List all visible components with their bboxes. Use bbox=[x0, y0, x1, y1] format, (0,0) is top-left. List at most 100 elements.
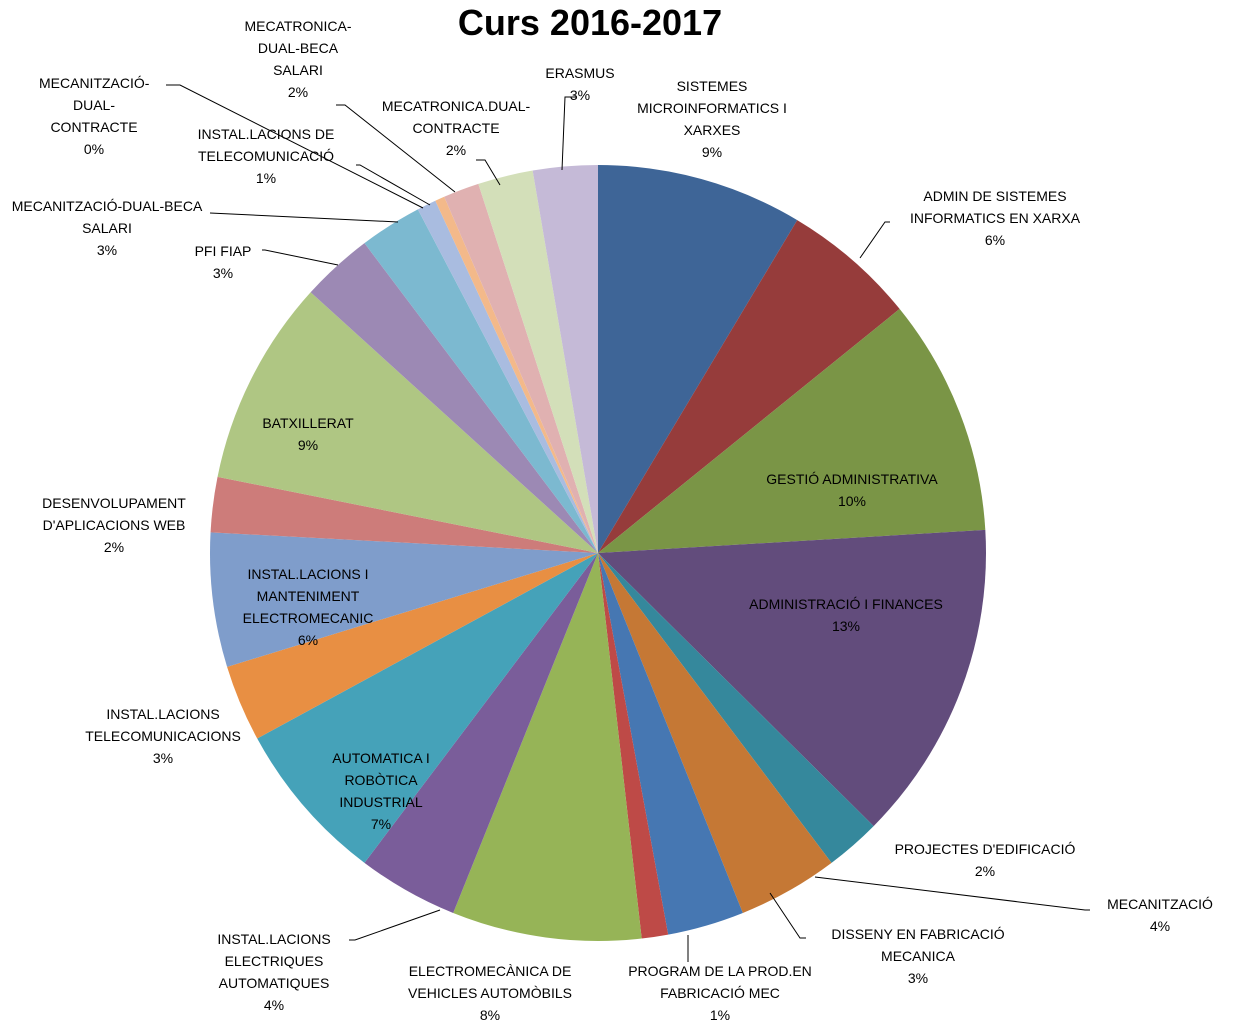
category-label: INSTAL.LACIONS TELECOMUNICACIONS bbox=[85, 706, 241, 744]
value-label: 7% bbox=[370, 816, 392, 832]
slice-label: MECANITZACIÓ 4% bbox=[1085, 893, 1233, 937]
pie-slice bbox=[444, 183, 598, 553]
leader-line bbox=[356, 164, 431, 206]
value-label: 13% bbox=[831, 618, 861, 634]
leader-line bbox=[349, 909, 441, 941]
pie-slice bbox=[598, 553, 832, 913]
pie-slice bbox=[257, 553, 598, 863]
pie-slice bbox=[310, 243, 598, 554]
value-label: 2% bbox=[287, 84, 309, 100]
category-label: PFI FIAP bbox=[194, 243, 252, 259]
value-label: 10% bbox=[837, 493, 867, 509]
pie-slice bbox=[598, 220, 900, 553]
slice-label: BATXILLERAT 9% bbox=[228, 412, 388, 456]
leader-line bbox=[336, 104, 456, 193]
category-label: MECANITZACIÓ-DUAL-CONTRACTE bbox=[39, 75, 150, 135]
leader-line bbox=[769, 892, 806, 939]
category-label: ADMIN DE SISTEMES INFORMATICS EN XARXA bbox=[909, 188, 1081, 226]
leader-line bbox=[262, 249, 339, 266]
slice-label: DISSENY EN FABRICACIÓ MECANICA 3% bbox=[798, 923, 1038, 989]
slice-label: MECATRONICA-DUAL-BECA SALARI 2% bbox=[233, 15, 363, 103]
category-label: INSTAL.LACIONS I MANTENIMENT ELECTROMECA… bbox=[242, 566, 374, 626]
pie-slice bbox=[210, 532, 599, 667]
slice-label: INSTAL.LACIONS I MANTENIMENT ELECTROMECA… bbox=[223, 563, 393, 651]
slice-label: PFI FIAP 3% bbox=[173, 240, 273, 284]
leader-line bbox=[561, 96, 576, 171]
leader-line bbox=[209, 212, 399, 223]
category-label: MECANITZACIÓ-DUAL-BECA SALARI bbox=[11, 198, 203, 236]
category-label: MECATRONICA-DUAL-BECA SALARI bbox=[244, 18, 352, 78]
value-label: 6% bbox=[984, 232, 1006, 248]
value-label: 8% bbox=[479, 1007, 501, 1023]
slice-label: GESTIÓ ADMINISTRATIVA 10% bbox=[722, 468, 982, 512]
value-label: 4% bbox=[1149, 918, 1171, 934]
value-label: 2% bbox=[974, 863, 996, 879]
category-label: BATXILLERAT bbox=[262, 415, 354, 431]
value-label: 2% bbox=[445, 142, 467, 158]
slice-label: INSTAL.LACIONS ELECTRIQUES AUTOMATIQUES 4… bbox=[194, 928, 354, 1016]
value-label: 1% bbox=[255, 170, 277, 186]
pie-slice bbox=[435, 196, 598, 553]
pie-slice bbox=[210, 476, 598, 553]
slice-label: SISTEMES MICROINFORMATICS I XARXES 9% bbox=[612, 75, 812, 163]
pie-slice bbox=[598, 308, 986, 553]
category-label: DISSENY EN FABRICACIÓ MECANICA bbox=[831, 926, 1005, 964]
slice-label: MECATRONICA.DUAL-CONTRACTE 2% bbox=[356, 95, 556, 161]
category-label: AUTOMATICA I ROBÒTICA INDUSTRIAL bbox=[332, 750, 430, 810]
leader-line bbox=[166, 84, 424, 209]
pie-slice bbox=[598, 165, 798, 553]
category-label: SISTEMES MICROINFORMATICS I XARXES bbox=[637, 78, 787, 138]
value-label: 3% bbox=[907, 970, 929, 986]
category-label: INSTAL.LACIONS ELECTRIQUES AUTOMATIQUES bbox=[217, 931, 331, 991]
category-label: ELECTROMECÀNICA DE VEHICLES AUTOMÒBILS bbox=[408, 963, 572, 1001]
category-label: INSTAL.LACIONS DE TELECOMUNICACIÓ bbox=[197, 126, 335, 164]
slice-label: DESENVOLUPAMENT D'APLICACIONS WEB 2% bbox=[14, 492, 214, 558]
value-label: 3% bbox=[569, 87, 591, 103]
pie-slice bbox=[453, 553, 642, 941]
slice-label: ERASMUS 3% bbox=[530, 62, 630, 106]
value-label: 6% bbox=[297, 632, 319, 648]
value-label: 0% bbox=[83, 141, 105, 157]
slice-label: ADMINISTRACIÓ I FINANCES 13% bbox=[716, 593, 976, 637]
value-label: 1% bbox=[709, 1007, 731, 1023]
slice-label: MECANITZACIÓ-DUAL-BECA SALARI 3% bbox=[7, 195, 207, 261]
value-label: 3% bbox=[152, 750, 174, 766]
value-label: 2% bbox=[103, 539, 125, 555]
category-label: PROJECTES D'EDIFICACIÓ bbox=[894, 841, 1076, 857]
slice-label: INSTAL.LACIONS TELECOMUNICACIONS 3% bbox=[68, 703, 258, 769]
pie-slice bbox=[217, 292, 599, 553]
category-label: GESTIÓ ADMINISTRATIVA bbox=[766, 471, 938, 487]
pie-slice bbox=[598, 529, 986, 827]
value-label: 3% bbox=[96, 242, 118, 258]
value-label: 3% bbox=[212, 265, 234, 281]
slice-label: AUTOMATICA I ROBÒTICA INDUSTRIAL 7% bbox=[316, 747, 446, 835]
leader-line bbox=[859, 221, 890, 259]
category-label: ADMINISTRACIÓ I FINANCES bbox=[749, 596, 943, 612]
value-label: 4% bbox=[263, 997, 285, 1013]
pie-slice bbox=[598, 553, 669, 939]
pie-slice bbox=[598, 553, 743, 935]
pie-slice bbox=[364, 209, 598, 553]
chart-title: Curs 2016-2017 bbox=[457, 2, 723, 43]
pie-slice bbox=[532, 165, 598, 553]
leader-line bbox=[476, 159, 501, 186]
pie-slice bbox=[364, 553, 598, 913]
leader-line bbox=[814, 876, 1090, 911]
category-label: PROGRAM DE LA PROD.EN FABRICACIÓ MEC bbox=[628, 963, 812, 1001]
slice-label: PROJECTES D'EDIFICACIÓ 2% bbox=[865, 838, 1105, 882]
value-label: 9% bbox=[297, 437, 319, 453]
pie-slice bbox=[227, 553, 598, 739]
category-label: MECATRONICA.DUAL-CONTRACTE bbox=[381, 98, 531, 136]
slice-label: MECANITZACIÓ-DUAL-CONTRACTE 0% bbox=[39, 72, 149, 160]
slice-label: ADMIN DE SISTEMES INFORMATICS EN XARXA 6% bbox=[880, 185, 1110, 251]
pie-slice bbox=[417, 200, 598, 553]
slice-label: ELECTROMECÀNICA DE VEHICLES AUTOMÒBILS 8% bbox=[380, 960, 600, 1026]
pie-slice bbox=[478, 170, 598, 554]
category-label: MECANITZACIÓ bbox=[1107, 896, 1213, 912]
slice-label: INSTAL.LACIONS DE TELECOMUNICACIÓ 1% bbox=[176, 123, 356, 189]
slice-label: PROGRAM DE LA PROD.EN FABRICACIÓ MEC 1% bbox=[600, 960, 840, 1026]
category-label: DESENVOLUPAMENT D'APLICACIONS WEB bbox=[42, 495, 186, 533]
value-label: 9% bbox=[701, 144, 723, 160]
category-label: ERASMUS bbox=[545, 65, 615, 81]
